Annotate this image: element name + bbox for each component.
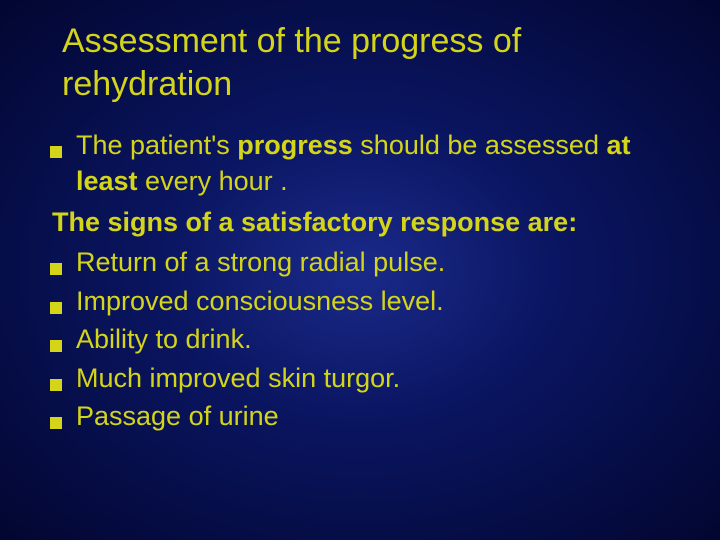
- square-bullet-icon: [50, 340, 62, 352]
- bullet-item: Return of a strong radial pulse.: [50, 244, 690, 280]
- intro-fragment: should be assessed: [353, 130, 607, 160]
- intro-fragment: The patient's: [76, 130, 237, 160]
- intro-bold-progress: progress: [237, 130, 353, 160]
- subheading: The signs of a satisfactory response are…: [52, 204, 690, 240]
- square-bullet-icon: [50, 263, 62, 275]
- bullet-item: Ability to drink.: [50, 321, 690, 357]
- bullet-text: Return of a strong radial pulse.: [76, 244, 690, 280]
- bullet-text: Much improved skin turgor.: [76, 360, 690, 396]
- bullet-text: Ability to drink.: [76, 321, 690, 357]
- intro-text: The patient's progress should be assesse…: [76, 127, 690, 200]
- bullet-item: Improved consciousness level.: [50, 283, 690, 319]
- bullet-item: Passage of urine: [50, 398, 690, 434]
- square-bullet-icon: [50, 146, 62, 158]
- intro-fragment: every hour .: [138, 166, 288, 196]
- bullet-text: Improved consciousness level.: [76, 283, 690, 319]
- slide-title: Assessment of the progress of rehydratio…: [62, 20, 690, 105]
- square-bullet-icon: [50, 379, 62, 391]
- bullet-item: Much improved skin turgor.: [50, 360, 690, 396]
- slide-body: The patient's progress should be assesse…: [50, 127, 690, 435]
- square-bullet-icon: [50, 417, 62, 429]
- bullet-item-intro: The patient's progress should be assesse…: [50, 127, 690, 200]
- bullet-text: Passage of urine: [76, 398, 690, 434]
- square-bullet-icon: [50, 302, 62, 314]
